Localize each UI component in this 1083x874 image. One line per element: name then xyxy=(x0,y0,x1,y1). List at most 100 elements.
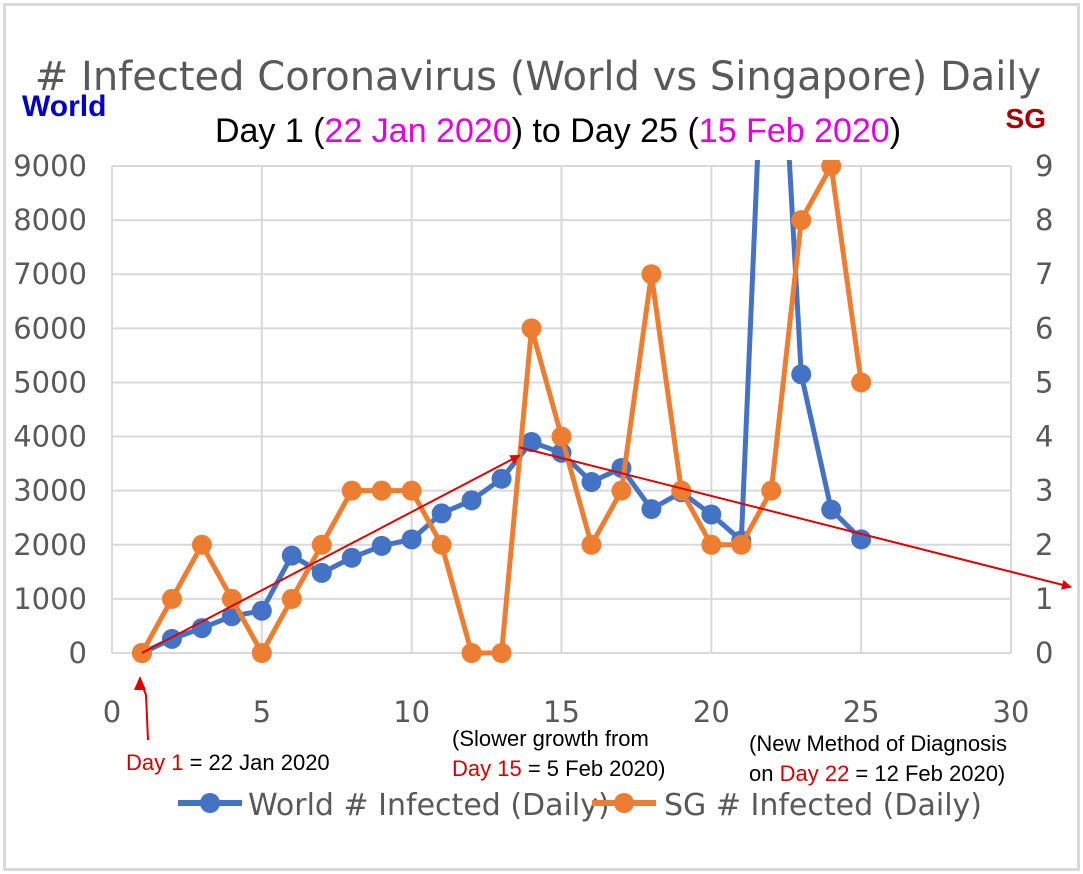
y-left-tick-label: 9000 xyxy=(13,149,87,183)
y-left-tick-label: 0 xyxy=(69,636,87,670)
data-point xyxy=(581,472,602,493)
data-point xyxy=(251,643,272,663)
x-tick-label: 30 xyxy=(993,695,1030,729)
annotation-day15-date: = 5 Feb 2020) xyxy=(522,756,666,781)
annotation-day15-line2: Day 15 = 5 Feb 2020) xyxy=(452,756,665,781)
y-left-axis-label: World xyxy=(22,90,106,123)
data-point xyxy=(161,588,182,609)
data-point xyxy=(191,534,212,555)
data-point xyxy=(521,318,542,339)
tick-labels: 0 1000 2000 3000 4000 5000 6000 7000 8000 9000 0 1 2… xyxy=(13,149,1053,729)
x-tick-label: 20 xyxy=(693,695,730,729)
data-point xyxy=(821,160,842,176)
annotation-day22-label: Day 22 xyxy=(780,761,850,786)
data-point xyxy=(341,547,362,568)
day1-pointer-arrowhead xyxy=(134,676,146,690)
subtitle-end-date: 15 Feb 2020 xyxy=(699,112,890,150)
trend-arrow-2 xyxy=(519,446,1072,590)
data-point xyxy=(641,499,662,520)
data-point xyxy=(791,210,812,231)
data-point xyxy=(341,480,362,501)
annotation-day22-line1: (New Method of Diagnosis xyxy=(749,731,1007,756)
y-left-tick-label: 8000 xyxy=(13,203,87,237)
legend: World # Infected (Daily) SG # Infected (… xyxy=(178,788,982,823)
data-point xyxy=(491,468,512,489)
data-point xyxy=(401,529,422,550)
y-right-tick-label: 2 xyxy=(1035,528,1053,562)
data-point xyxy=(791,364,812,385)
trend-arrow-1 xyxy=(141,454,521,654)
data-point xyxy=(371,535,392,556)
annotation-day1-label: Day 1 xyxy=(126,750,183,775)
gridlines xyxy=(111,165,1012,654)
data-point xyxy=(761,480,782,501)
x-tick-label: 5 xyxy=(253,695,271,729)
x-tick-label: 10 xyxy=(393,695,430,729)
x-tick-label: 0 xyxy=(103,695,121,729)
subtitle-part-1: Day 1 ( xyxy=(215,112,325,150)
y-left-tick-label: 4000 xyxy=(13,420,87,454)
annotation-day22-line2: on Day 22 = 12 Feb 2020) xyxy=(749,761,1005,786)
annotation-day22-prefix: on xyxy=(749,761,780,786)
data-point xyxy=(491,643,512,663)
annotation-day15-line1: (Slower growth from xyxy=(452,726,649,751)
data-point xyxy=(521,431,542,452)
data-point xyxy=(371,480,392,501)
data-point xyxy=(191,618,212,639)
series xyxy=(131,160,872,663)
data-point xyxy=(251,600,272,621)
data-point xyxy=(281,545,302,566)
data-point xyxy=(731,534,752,555)
legend-item-world: World # Infected (Daily) xyxy=(178,788,610,823)
y-left-tick-label: 1000 xyxy=(13,582,87,616)
y-left-tick-label: 2000 xyxy=(13,528,87,562)
annotation-day1-date: = 22 Jan 2020 xyxy=(183,750,329,775)
y-right-tick-label: 5 xyxy=(1035,365,1053,399)
data-point xyxy=(851,372,872,393)
data-point xyxy=(461,490,482,511)
data-point xyxy=(641,264,662,285)
data-point xyxy=(431,534,452,555)
y-left-tick-label: 5000 xyxy=(13,365,87,399)
data-point xyxy=(461,643,482,663)
legend-sg-label: SG # Infected (Daily) xyxy=(664,788,982,823)
trend-arrows xyxy=(141,446,1072,654)
data-point xyxy=(701,534,722,555)
annotation-day22-date: = 12 Feb 2020) xyxy=(849,761,1005,786)
series-sg xyxy=(131,160,872,663)
y-right-tick-label: 7 xyxy=(1035,257,1053,291)
legend-sg-swatch-marker xyxy=(614,793,634,813)
data-point xyxy=(281,588,302,609)
y-right-tick-label: 9 xyxy=(1035,149,1053,183)
y-right-tick-label: 6 xyxy=(1035,311,1053,345)
subtitle-part-3: ) xyxy=(890,112,901,150)
y-right-tick-label: 0 xyxy=(1035,636,1053,670)
x-tick-label: 25 xyxy=(843,695,880,729)
subtitle-start-date: 22 Jan 2020 xyxy=(325,112,512,150)
data-point xyxy=(581,534,602,555)
data-point xyxy=(821,499,842,520)
data-point xyxy=(431,503,452,524)
y-left-tick-label: 6000 xyxy=(13,311,87,345)
data-point xyxy=(611,480,632,501)
legend-item-sg: SG # Infected (Daily) xyxy=(592,788,982,823)
data-point xyxy=(311,534,332,555)
y-left-tick-label: 3000 xyxy=(13,474,87,508)
y-right-axis-label: SG xyxy=(1006,103,1046,134)
legend-world-label: World # Infected (Daily) xyxy=(248,788,610,823)
chart-title: # Infected Coronavirus (World vs Singapo… xyxy=(35,54,1041,100)
subtitle-part-2: ) to Day 25 ( xyxy=(512,112,700,150)
annotation-day1: Day 1 = 22 Jan 2020 xyxy=(126,750,330,775)
y-right-tick-label: 3 xyxy=(1035,474,1053,508)
data-point xyxy=(551,426,572,447)
chart-subtitle: Day 1 (22 Jan 2020) to Day 25 (15 Feb 20… xyxy=(215,112,901,150)
y-right-tick-label: 8 xyxy=(1035,203,1053,237)
y-left-tick-label: 7000 xyxy=(13,257,87,291)
data-point xyxy=(671,480,692,501)
data-point xyxy=(401,480,422,501)
legend-world-swatch-marker xyxy=(200,793,220,813)
y-right-tick-label: 4 xyxy=(1035,420,1053,454)
data-point xyxy=(161,628,182,649)
y-right-tick-label: 1 xyxy=(1035,582,1053,616)
annotation-day15-label: Day 15 xyxy=(452,756,522,781)
